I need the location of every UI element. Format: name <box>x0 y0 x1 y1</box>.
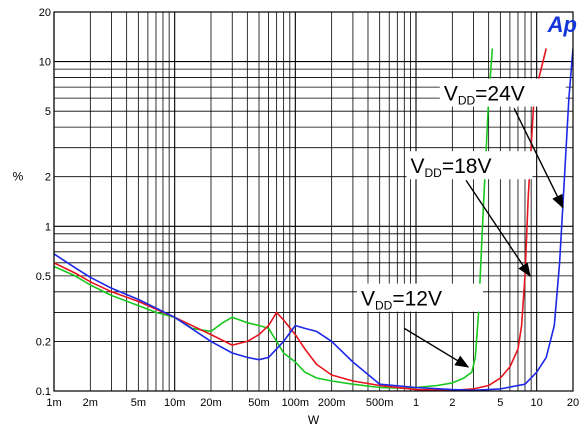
x-tick-label: 200m <box>318 397 346 409</box>
chart-tick-labels: 1m 2m 5m 10m 20m 50m 100m 200m 500m 1 2 5 10 20 0.1 0.2… <box>36 7 579 409</box>
annotation-value: =24V <box>475 83 525 106</box>
x-tick-label: 1 <box>413 397 419 409</box>
annotation-label: VDD=12V <box>361 288 442 313</box>
x-tick-label: 10 <box>531 397 543 409</box>
y-tick-label: 20 <box>39 7 51 19</box>
y-axis-label: % <box>13 169 24 183</box>
annotation-value: =12V <box>392 288 442 311</box>
annotation-backdrop <box>406 151 533 180</box>
x-tick-label: 2m <box>83 397 98 409</box>
annotation-v: V <box>444 83 458 106</box>
annotation-v: V <box>410 155 424 178</box>
x-tick-label: 500m <box>366 397 394 409</box>
x-tick-label: 5m <box>131 397 146 409</box>
x-tick-label: 10m <box>164 397 185 409</box>
annotation-arrow <box>513 108 564 209</box>
x-tick-label: 50m <box>248 397 269 409</box>
y-tick-label: 5 <box>45 106 51 118</box>
x-tick-label: 5 <box>497 397 503 409</box>
annotation-subscript: DD <box>458 94 476 108</box>
annotation-v: V <box>361 288 375 311</box>
annotation-subscript: DD <box>425 166 443 180</box>
x-tick-label: 1m <box>46 397 61 409</box>
brand-logo: Ap <box>547 12 577 37</box>
x-tick-label: 20m <box>200 397 221 409</box>
x-tick-label: 2 <box>449 397 455 409</box>
y-tick-label: 10 <box>39 57 51 69</box>
x-tick-label: 20 <box>567 397 579 409</box>
x-axis-label: W <box>308 413 320 427</box>
annotation-arrow <box>403 327 470 368</box>
annotation-backdrop <box>356 283 483 312</box>
y-tick-label: 0.2 <box>36 336 51 348</box>
y-tick-label: 0.1 <box>36 386 51 398</box>
annotation-label: VDD=24V <box>444 83 525 108</box>
annotation-subscript: DD <box>375 299 393 313</box>
annotation-arrow <box>465 179 531 278</box>
series-line-2 <box>54 48 573 391</box>
plot-frame <box>53 11 574 392</box>
y-tick-label: 2 <box>45 172 51 184</box>
annotation-backdrop <box>439 78 566 107</box>
y-tick-label: 1 <box>45 221 51 233</box>
annotation-value: =18V <box>442 155 492 178</box>
y-tick-label: 0.5 <box>36 271 51 283</box>
x-tick-label: 100m <box>282 397 310 409</box>
series-line-0 <box>54 48 494 390</box>
annotation-label: VDD=18V <box>410 155 491 180</box>
chart-grid <box>53 11 574 392</box>
chart-series <box>54 48 573 391</box>
